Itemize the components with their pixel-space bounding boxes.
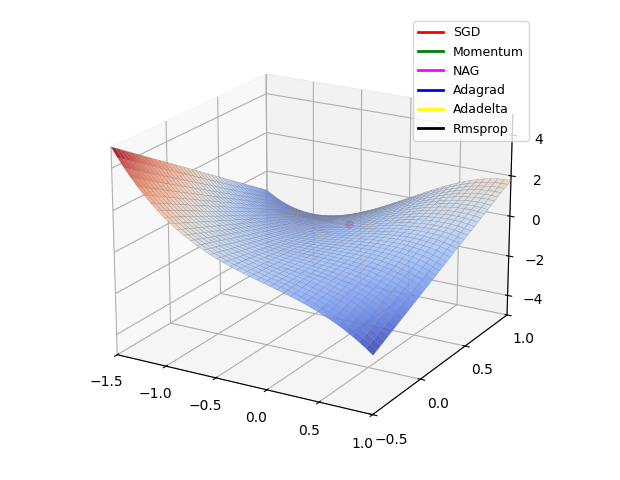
Legend: SGD, Momentum, NAG, Adagrad, Adadelta, Rmsprop: SGD, Momentum, NAG, Adagrad, Adadelta, R… [413,21,529,141]
